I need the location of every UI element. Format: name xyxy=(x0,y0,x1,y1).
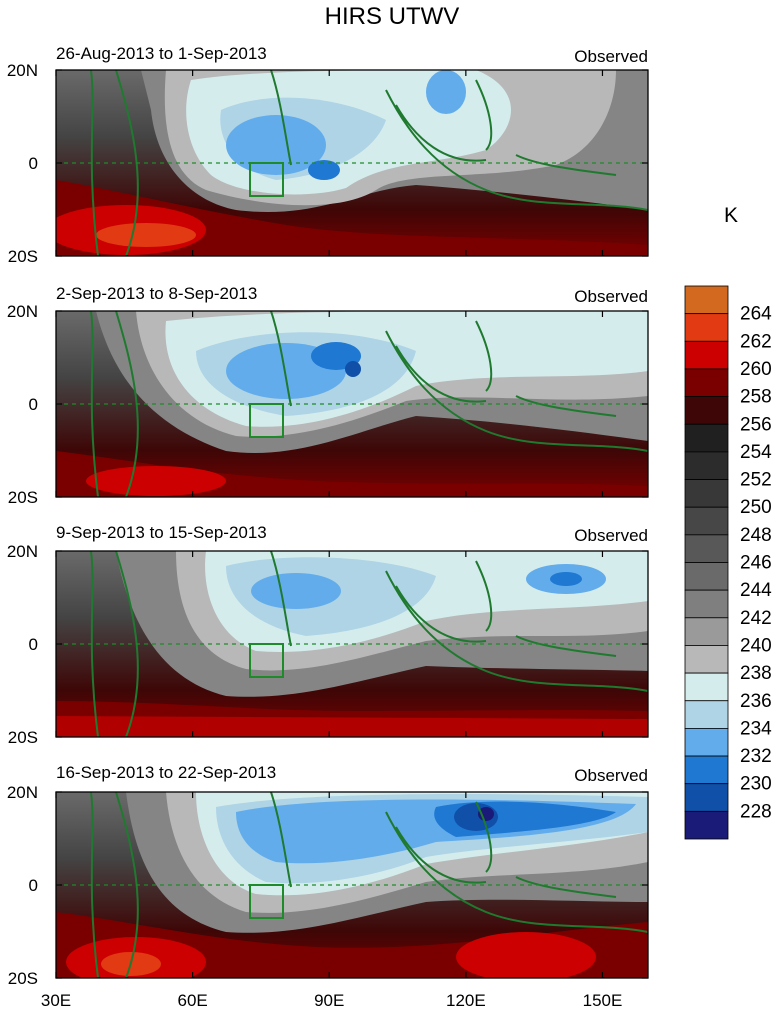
panel-3-map xyxy=(56,551,648,737)
colorbar-swatch xyxy=(684,534,729,563)
colorbar-label: 234 xyxy=(740,718,772,739)
x-tick-label: 150E xyxy=(583,991,623,1010)
colorbar-label: 244 xyxy=(740,580,772,601)
panel-2-map xyxy=(56,311,648,497)
colorbar-label: 228 xyxy=(740,801,772,822)
panel-4-period: 16-Sep-2013 to 22-Sep-2013 xyxy=(56,763,276,782)
y-tick-label: 20N xyxy=(7,542,38,561)
colorbar-label: 232 xyxy=(740,746,772,767)
map-panel-3: 9-Sep-2013 to 15-Sep-2013 Observed xyxy=(55,523,649,738)
x-tick-label: 30E xyxy=(41,991,71,1010)
colorbar-swatch xyxy=(684,506,729,536)
map-panel-4: 16-Sep-2013 to 22-Sep-2013 Observed xyxy=(55,763,649,979)
colorbar-label: 242 xyxy=(740,608,772,629)
colorbar-label: 258 xyxy=(740,387,772,408)
colorbar-swatch xyxy=(684,783,729,812)
colorbar-label: 238 xyxy=(740,663,772,684)
colorbar-label: 252 xyxy=(740,470,772,491)
colorbar-swatch xyxy=(684,368,729,398)
panel-1-map xyxy=(56,70,648,256)
colorbar-swatch xyxy=(684,423,729,453)
figure-title: HIRS UTWV xyxy=(325,3,460,30)
y-tick-label: 20N xyxy=(7,783,38,802)
colorbar-label: 264 xyxy=(740,304,772,325)
units-label: K xyxy=(724,204,738,227)
panel-4-tag: Observed xyxy=(574,766,648,785)
y-tick-label: 0 xyxy=(29,876,38,895)
colorbar-label: 254 xyxy=(740,442,772,463)
colorbar-label: 230 xyxy=(740,774,772,795)
y-tick-label: 20S xyxy=(8,969,38,988)
colorbar-swatch xyxy=(684,700,729,729)
panel-2-period: 2-Sep-2013 to 8-Sep-2013 xyxy=(56,284,257,303)
colorbar-swatch xyxy=(684,617,729,646)
panel-2-tag: Observed xyxy=(574,287,648,306)
panel-3-period: 9-Sep-2013 to 15-Sep-2013 xyxy=(56,523,267,542)
y-tick-label: 0 xyxy=(29,154,38,173)
x-tick-label: 60E xyxy=(177,991,207,1010)
x-tick-label: 90E xyxy=(314,991,344,1010)
colorbar-swatch xyxy=(684,285,729,315)
colorbar-label: 236 xyxy=(740,691,772,712)
colorbar-label: 256 xyxy=(740,414,772,435)
colorbar-swatch xyxy=(684,810,729,840)
panel-1-period: 26-Aug-2013 to 1-Sep-2013 xyxy=(56,44,267,63)
y-tick-label: 20S xyxy=(8,728,38,747)
x-tick-label: 120E xyxy=(446,991,486,1010)
colorbar-label: 250 xyxy=(740,497,772,518)
colorbar-label: 248 xyxy=(740,525,772,546)
y-tick-label: 0 xyxy=(29,635,38,654)
y-tick-label: 0 xyxy=(29,395,38,414)
colorbar-swatch xyxy=(684,451,729,480)
colorbar-swatch xyxy=(684,672,729,702)
colorbar-label: 262 xyxy=(740,331,772,352)
colorbar-label: 240 xyxy=(740,635,772,656)
y-tick-label: 20S xyxy=(8,247,38,266)
colorbar-swatch xyxy=(684,340,729,370)
colorbar-swatch xyxy=(684,313,729,342)
panel-3-tag: Observed xyxy=(574,526,648,545)
colorbar-swatch xyxy=(684,755,729,785)
colorbar-label: 260 xyxy=(740,359,772,380)
colorbar-label: 246 xyxy=(740,553,772,574)
y-tick-label: 20S xyxy=(8,488,38,507)
panel-1-tag: Observed xyxy=(574,47,648,66)
y-tick-label: 20N xyxy=(7,302,38,321)
map-panel-1: 26-Aug-2013 to 1-Sep-2013 Observed xyxy=(55,44,649,257)
y-tick-label: 20N xyxy=(7,61,38,80)
colorbar-swatch xyxy=(684,396,729,425)
map-panel-2: 2-Sep-2013 to 8-Sep-2013 Observed xyxy=(55,284,649,498)
colorbar-swatch xyxy=(684,589,729,619)
colorbar-swatch xyxy=(684,728,729,757)
panel-4-map xyxy=(56,792,648,978)
colorbar: 264 262 260 258 256 254 252 250 248 246 244 242 240 2… xyxy=(684,285,772,840)
colorbar-swatch xyxy=(684,479,729,508)
colorbar-swatch xyxy=(684,645,729,674)
colorbar-swatch xyxy=(684,562,729,591)
